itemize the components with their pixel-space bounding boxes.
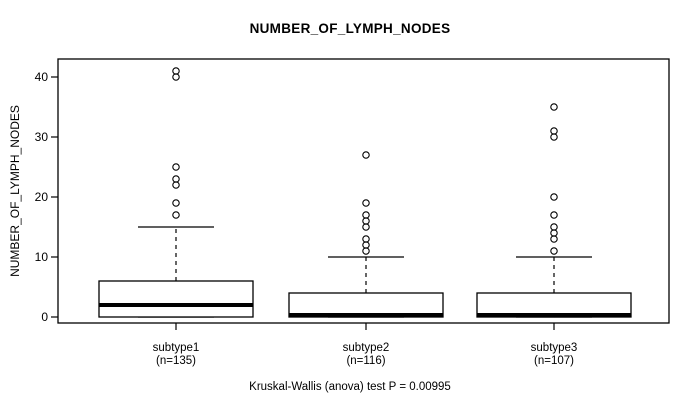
outlier-point <box>362 235 370 243</box>
outlier-point <box>172 67 180 75</box>
x-tick-label: subtype2 <box>343 342 390 354</box>
x-tick-label: subtype1 <box>153 342 200 354</box>
outlier-point <box>172 163 180 171</box>
x-tick-sublabel: (n=116) <box>346 355 385 367</box>
outlier-point <box>362 211 370 219</box>
y-tick-label: 30 <box>35 130 49 144</box>
outlier-point <box>550 103 558 111</box>
x-tick-label: subtype3 <box>531 342 578 354</box>
outlier-point <box>362 247 370 255</box>
x-tick-sublabel: (n=135) <box>156 355 196 367</box>
outlier-point <box>550 223 558 231</box>
outlier-point <box>550 235 558 243</box>
y-tick-label: 0 <box>41 310 48 324</box>
outlier-point <box>550 247 558 255</box>
outlier-point <box>362 151 370 159</box>
outlier-point <box>172 181 180 189</box>
stat-test-caption: Kruskal-Wallis (anova) test P = 0.00995 <box>249 381 451 393</box>
outlier-point <box>172 73 180 81</box>
outlier-point <box>362 223 370 231</box>
outlier-point <box>172 175 180 183</box>
outlier-point <box>362 217 370 225</box>
outlier-point <box>550 133 558 141</box>
outlier-point <box>362 241 370 249</box>
iqr-box <box>98 280 254 318</box>
y-tick-label: 10 <box>35 250 49 264</box>
outlier-point <box>172 199 180 207</box>
outlier-point <box>550 127 558 135</box>
y-tick-label: 40 <box>35 70 49 84</box>
y-tick-label: 20 <box>35 190 49 204</box>
outlier-point <box>550 211 558 219</box>
outlier-point <box>362 199 370 207</box>
plot-frame <box>57 58 670 324</box>
x-tick-sublabel: (n=107) <box>534 355 574 367</box>
outlier-point <box>172 211 180 219</box>
outlier-point <box>550 193 558 201</box>
outlier-point <box>550 229 558 237</box>
chart-title: NUMBER_OF_LYMPH_NODES <box>249 21 451 36</box>
